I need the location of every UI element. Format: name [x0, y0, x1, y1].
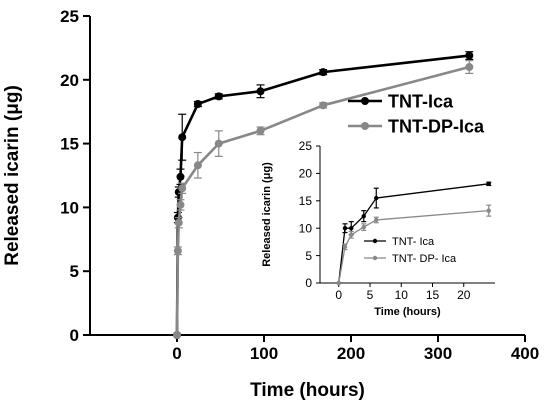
legend-label: TNT- Ica [392, 236, 435, 248]
data-point [173, 331, 181, 339]
data-point [178, 184, 187, 193]
y-tick-label: 5 [70, 262, 79, 281]
series-0 [336, 181, 492, 286]
data-point [214, 92, 223, 101]
data-point [349, 232, 354, 237]
data-point [319, 68, 328, 77]
x-tick-label: 0 [172, 344, 181, 363]
y-axis-label: Released icarin (μg) [2, 85, 23, 266]
data-point [465, 63, 474, 72]
data-point [336, 280, 341, 286]
data-point [174, 218, 183, 227]
data-point [176, 172, 185, 181]
legend-marker [361, 97, 369, 105]
legend-label: TNT- DP- Ica [392, 253, 457, 265]
y-tick-label: 20 [60, 71, 79, 90]
series-line [338, 210, 489, 284]
x-tick-label: 300 [424, 344, 452, 363]
y-tick-label: 25 [60, 7, 79, 26]
data-point [193, 161, 202, 170]
data-point [256, 87, 265, 96]
series-1 [173, 60, 474, 339]
x-tick-label: 15 [426, 288, 440, 302]
inset-plot: 0 5 10 15 20 25 0 5 10 15 20 Time (hours) Released i… [261, 139, 495, 318]
x-tick-label: 100 [250, 344, 278, 363]
x-tick-label: 5 [367, 288, 374, 302]
legend-entry-0: TNT- Ica [364, 236, 435, 248]
x-tick-label: 20 [457, 288, 471, 302]
data-point [374, 217, 379, 223]
data-point [349, 226, 354, 231]
x-axis-label: Time (hours) [374, 306, 441, 318]
data-point [178, 133, 187, 142]
legend-marker [361, 122, 369, 130]
data-point [193, 100, 202, 109]
legend-entry-1: TNT-DP-Ica [348, 116, 485, 136]
legend-marker [372, 238, 378, 244]
data-point [374, 195, 379, 201]
x-tick-label: 10 [395, 288, 409, 302]
y-tick-label: 5 [305, 249, 312, 263]
y-tick-label: 20 [299, 167, 313, 181]
data-point [465, 51, 474, 60]
x-axis-label: Time (hours) [250, 380, 365, 401]
x-tick-label: 0 [335, 288, 342, 302]
series-line [338, 183, 489, 284]
data-point [342, 226, 348, 231]
data-point [256, 126, 265, 135]
x-tick-label: 200 [337, 344, 365, 363]
data-point [486, 208, 491, 213]
y-tick-label: 0 [70, 326, 79, 345]
data-point [319, 101, 328, 110]
y-tick-label: 15 [299, 194, 313, 208]
y-tick-label: 25 [299, 139, 313, 153]
data-point [173, 246, 182, 255]
data-point [486, 181, 491, 187]
y-tick-label: 10 [299, 221, 313, 235]
legend-marker [372, 255, 378, 261]
x-tick-label: 400 [511, 344, 539, 363]
y-tick-label: 0 [305, 276, 312, 290]
data-point [361, 213, 366, 219]
data-point [361, 224, 366, 230]
legend-label: TNT-DP-Ica [388, 116, 485, 136]
legend-entry-0: TNT-Ica [348, 91, 454, 111]
legend-label: TNT-Ica [388, 91, 454, 111]
legend-entry-1: TNT- DP- Ica [364, 253, 457, 265]
y-tick-label: 15 [60, 135, 79, 154]
y-tick-label: 10 [60, 198, 79, 217]
series-line [175, 65, 470, 336]
y-axis-label: Released icarin (μg) [261, 162, 273, 267]
data-point [214, 139, 223, 148]
series-1 [336, 204, 492, 286]
data-point [342, 244, 348, 250]
data-point [176, 200, 185, 209]
